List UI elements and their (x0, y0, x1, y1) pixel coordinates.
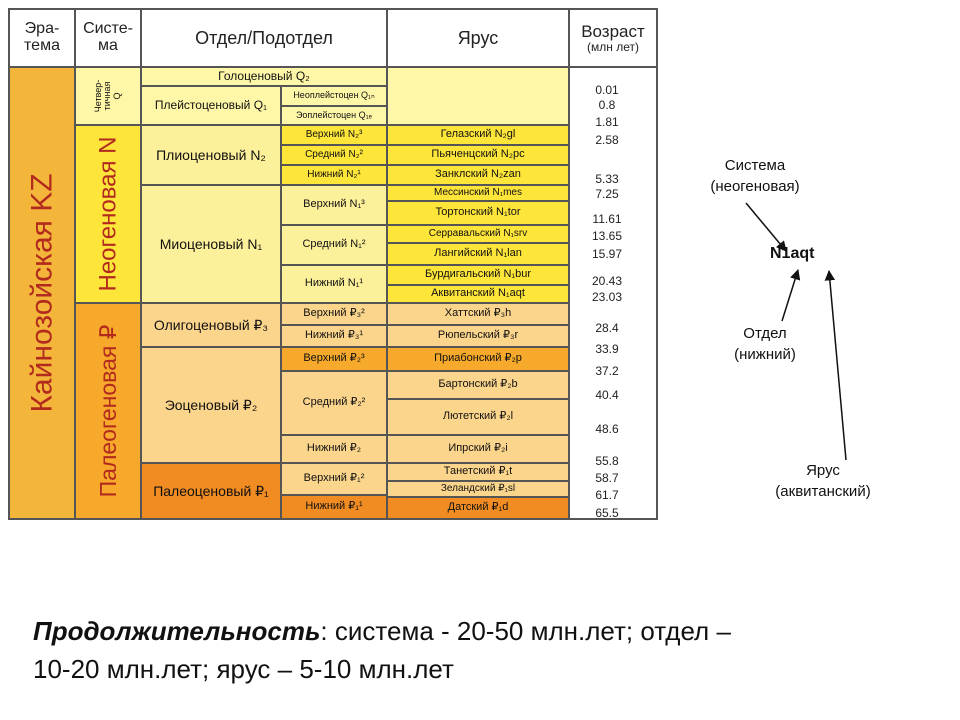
header-sistema: Систе- ма (75, 9, 141, 67)
annotation-stage-label: Ярус (806, 462, 840, 479)
age-value: 2.58 (595, 133, 619, 147)
age-value: 23.03 (591, 290, 623, 304)
age-value: 13.65 (591, 229, 623, 243)
series-oligocene: Олигоценовый ₽₃ (141, 303, 281, 347)
stage-tortonian: Тортонский N₁tor (387, 201, 569, 225)
annotation-series-label: Отдел (743, 325, 787, 342)
age-value: 7.25 (595, 187, 619, 201)
age-value: 5.33 (595, 172, 619, 186)
subseries-eo-upper: Верхний ₽₂³ (281, 347, 387, 371)
stage-bartonian: Бартонский ₽₂b (387, 371, 569, 399)
age-value: 0.01 (595, 83, 619, 97)
series-paleocene: Палеоценовый ₽₁ (141, 463, 281, 519)
stratigraphic-table: Эра- тема Систе- ма Отдел/Подотдел Ярус … (8, 8, 658, 520)
age-value: 0.8 (598, 98, 616, 112)
duration-line-1-rest: : система - 20-50 млн.лет; отдел – (320, 616, 731, 646)
annotation-system-value: (неогеновая) (710, 178, 800, 195)
stage-thanetian: Танетский ₽₁t (387, 463, 569, 481)
arrow-stage (824, 269, 847, 461)
era-kainozoic: Кайнозойская KZ (9, 67, 75, 519)
duration-line-2: 10-20 млн.лет; ярус – 5-10 млн.лет (33, 654, 454, 684)
stage-chattian: Хаттский ₽₃h (387, 303, 569, 325)
age-value: 1.81 (595, 115, 619, 129)
age-value: 15.97 (591, 247, 623, 261)
system-neogene: Неогеновая N (75, 125, 141, 303)
stage-zanclean: Занклский N₂zan (387, 165, 569, 185)
header-yarus: Ярус (387, 9, 569, 67)
subseries-neopleist: Неоплейстоцен Q₁ₙ (281, 86, 387, 106)
duration-line-1: Продолжительность: система - 20-50 млн.л… (33, 612, 933, 650)
annotation-series-value: (нижний) (734, 346, 796, 363)
stage-burdigalian: Бурдигальский N₁bur (387, 265, 569, 285)
system-quaternary: Четвер- тичная Q (75, 67, 141, 125)
age-value: 20.43 (591, 274, 623, 288)
duration-note: Продолжительность: система - 20-50 млн.л… (33, 612, 933, 688)
series-pliocene: Плиоценовый N₂ (141, 125, 281, 185)
system-paleogene: Палеогеновая ₽ (75, 303, 141, 519)
duration-term: Продолжительность (33, 616, 321, 646)
subseries-pal-upper: Верхний ₽₁² (281, 463, 387, 495)
stage-priabonian: Приабонский ₽₂p (387, 347, 569, 371)
subseries-pal-lower: Нижний ₽₁¹ (281, 495, 387, 519)
stage-lutetian: Лютетский ₽₂l (387, 399, 569, 435)
stage-gelasian: Гелазский N₂gl (387, 125, 569, 145)
subseries-mio-lower: Нижний N₁¹ (281, 265, 387, 303)
age-value: 48.6 (595, 422, 619, 436)
age-value: 65.5 (595, 506, 619, 520)
subseries-plio-middle: Средний N₂² (281, 145, 387, 165)
age-value: 61.7 (595, 488, 619, 502)
series-holocene: Голоценовый Q₂ (141, 67, 387, 86)
age-value: 55.8 (595, 454, 619, 468)
subseries-oli-lower: Нижний ₽₃¹ (281, 325, 387, 347)
annotation-system: Система (неогеновая) (690, 155, 820, 197)
header-vozrast-title: Возраст (581, 21, 645, 41)
series-eocene: Эоценовый ₽₂ (141, 347, 281, 463)
stage-holocene-blank (387, 67, 569, 125)
subseries-eopleist: Эоплейстоцен Q₁ₑ (281, 106, 387, 125)
stage-serravallian: Серравальский N₁srv (387, 225, 569, 243)
header-otdel: Отдел/Подотдел (141, 9, 387, 67)
stage-aquitanian: Аквитанский N₁aqt (387, 285, 569, 303)
annotation-stage: Ярус (аквитанский) (758, 460, 888, 502)
annotation-code: N1aqt (770, 245, 815, 262)
age-value: 37.2 (595, 364, 619, 378)
age-value: 11.61 (592, 212, 622, 226)
annotation-series: Отдел (нижний) (700, 323, 830, 365)
header-vozrast: Возраст (млн лет) (569, 9, 657, 67)
subseries-mio-middle: Средний N₁² (281, 225, 387, 265)
stage-piacenzian: Пьяченцский N₂pc (387, 145, 569, 165)
stage-messinian: Мессинский N₁mes (387, 185, 569, 201)
stage-rupelian: Рюпельский ₽₃r (387, 325, 569, 347)
age-value: 33.9 (595, 342, 619, 356)
header-eratema: Эра- тема (9, 9, 75, 67)
age-value: 58.7 (595, 471, 619, 485)
stage-ypresian: Ипрский ₽₂i (387, 435, 569, 463)
series-miocene: Миоценовый N₁ (141, 185, 281, 303)
stage-danian: Датский ₽₁d (387, 497, 569, 519)
subseries-eo-middle: Средний ₽₂² (281, 371, 387, 435)
annotation-system-label: Система (724, 157, 786, 174)
stage-selandian: Зеландский ₽₁sl (387, 481, 569, 497)
arrow-series (781, 268, 801, 322)
header-vozrast-unit: (млн лет) (587, 39, 639, 54)
subseries-mio-upper: Верхний N₁³ (281, 185, 387, 225)
age-value: 28.4 (595, 321, 619, 335)
subseries-plio-lower: Нижний N₂¹ (281, 165, 387, 185)
subseries-eo-lower: Нижний ₽₂ (281, 435, 387, 463)
annotation-stage-value: (аквитанский) (775, 483, 871, 500)
arrow-system (745, 202, 787, 252)
subseries-oli-upper: Верхний ₽₃² (281, 303, 387, 325)
age-column (569, 67, 657, 519)
stage-langhian: Лангийский N₁lan (387, 243, 569, 265)
age-value: 40.4 (595, 388, 619, 402)
subseries-plio-upper: Верхний N₂³ (281, 125, 387, 145)
series-pleistocene: Плейстоценовый Q₁ (141, 86, 281, 125)
